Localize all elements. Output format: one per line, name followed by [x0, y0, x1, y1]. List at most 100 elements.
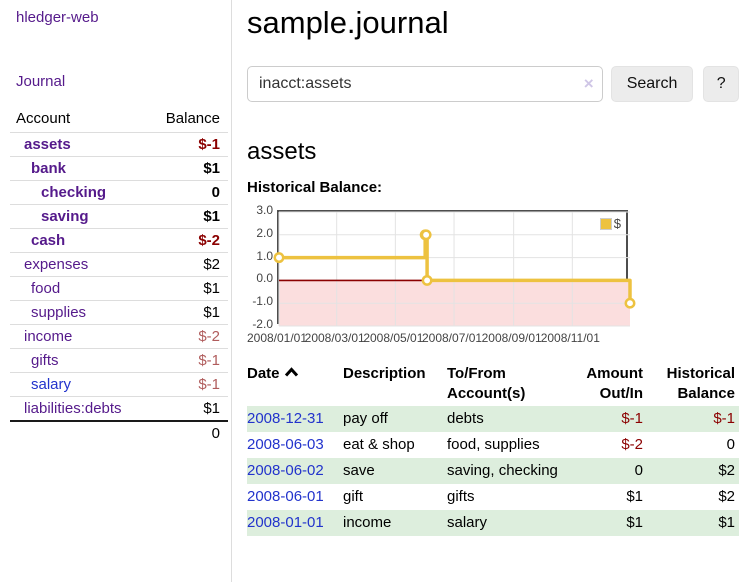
help-button[interactable]: ? — [703, 66, 739, 102]
account-row: supplies $1 — [10, 300, 228, 325]
register-row[interactable]: 2008-06-02 save saving, checking 0 $2 — [247, 458, 739, 484]
transaction-date-link[interactable]: 2008-06-03 — [247, 436, 324, 453]
transaction-balance: $2 — [718, 462, 735, 479]
register-table: Date Description To/From Account(s) Amount … — [247, 362, 739, 536]
transaction-accounts: salary — [447, 514, 488, 531]
transaction-accounts: saving, checking — [447, 462, 558, 479]
account-row: liabilities:debts $1 — [10, 396, 228, 421]
search-form: × Search ? — [247, 66, 739, 102]
transaction-amount: $-2 — [621, 436, 643, 453]
x-tick-label: 2008/05/01 — [363, 331, 424, 345]
account-link[interactable]: supplies — [31, 304, 87, 321]
account-row: bank $1 — [10, 156, 228, 181]
brand-link[interactable]: hledger-web — [16, 9, 99, 26]
account-row: assets $-1 — [10, 132, 228, 157]
legend-swatch-icon — [599, 217, 612, 230]
register-header[interactable]: Description — [343, 365, 426, 382]
transaction-description: income — [343, 514, 392, 531]
clear-search-icon[interactable]: × — [583, 74, 594, 93]
transaction-balance: 0 — [726, 436, 735, 453]
account-link[interactable]: expenses — [24, 256, 89, 273]
chart-title: Historical Balance: — [247, 179, 383, 196]
y-tick-label: 3.0 — [256, 203, 273, 217]
chart-plot-area: $ — [273, 210, 636, 327]
account-link[interactable]: liabilities:debts — [24, 400, 122, 417]
chart-legend: $ — [598, 216, 622, 231]
accounts-table: Account Balance assets $-1 bank $1 checking 0… — [10, 107, 228, 445]
x-tick-label: 2008/01/01 — [246, 331, 308, 345]
search-button[interactable]: Search — [610, 66, 694, 102]
account-balance: $1 — [145, 300, 228, 325]
transaction-amount: $-1 — [621, 410, 643, 427]
accounts-header-balance: Balance — [165, 110, 220, 127]
account-link[interactable]: bank — [31, 160, 67, 177]
y-tick-label: 0.0 — [256, 271, 273, 286]
register-row[interactable]: 2008-12-31 pay off debts $-1 $-1 — [247, 406, 739, 432]
transaction-amount: 0 — [634, 462, 643, 479]
register-header[interactable]: To/From Account(s) — [447, 365, 526, 402]
register-header[interactable]: Date — [247, 362, 343, 406]
accounts-total-row: 0 — [10, 420, 228, 445]
y-tick-label: -1.0 — [252, 294, 273, 309]
register-header[interactable]: Amount Out/In — [586, 365, 643, 402]
transaction-description: gift — [343, 488, 364, 505]
transaction-accounts: gifts — [447, 488, 475, 505]
account-balance: $-1 — [145, 372, 228, 397]
register-header[interactable]: Historical Balance — [666, 365, 735, 402]
register-row[interactable]: 2008-06-01 gift gifts $1 $2 — [247, 484, 739, 510]
accounts-header-account: Account — [16, 110, 71, 127]
register-row[interactable]: 2008-01-01 income salary $1 $1 — [247, 510, 739, 536]
transaction-balance: $-1 — [713, 410, 735, 427]
x-tick-label: 2008/11/01 — [540, 331, 600, 345]
x-tick-label: 2008/03/01 — [304, 331, 365, 345]
account-balance: $-1 — [145, 132, 228, 157]
transaction-accounts: debts — [447, 410, 484, 427]
page-title: sample.journal — [247, 5, 449, 40]
search-input[interactable] — [247, 66, 603, 102]
transaction-balance: $2 — [718, 488, 735, 505]
account-row: salary $-1 — [10, 372, 228, 397]
account-row: saving $1 — [10, 204, 228, 229]
account-link[interactable]: saving — [41, 208, 89, 225]
historical-balance-chart[interactable]: 3.0 2.0 1.0 0.0 -1.0 -2.0 $ 2008/01/01 2008/03… — [247, 203, 739, 345]
account-heading: assets — [247, 138, 317, 165]
y-tick-label: 1.0 — [256, 248, 273, 263]
transaction-amount: $1 — [626, 514, 643, 531]
account-link[interactable]: food — [31, 280, 61, 297]
account-row: gifts $-1 — [10, 348, 228, 373]
account-link[interactable]: checking — [41, 184, 107, 201]
account-balance: $1 — [145, 156, 228, 181]
sort-ascending-icon — [284, 367, 298, 377]
register-row[interactable]: 2008-06-03 eat & shop food, supplies $-2 0 — [247, 432, 739, 458]
sidebar: hledger-web Journal Account Balance asse… — [0, 0, 232, 582]
transaction-description: save — [343, 462, 375, 479]
account-balance: $-2 — [145, 228, 228, 253]
transaction-balance: $1 — [718, 514, 735, 531]
chart-canvas — [273, 211, 636, 327]
account-link[interactable]: income — [24, 328, 73, 345]
account-link[interactable]: salary — [31, 376, 72, 393]
transaction-date-link[interactable]: 2008-12-31 — [247, 410, 324, 427]
legend-label: $ — [613, 216, 621, 231]
account-balance: $2 — [145, 252, 228, 277]
y-tick-label: -2.0 — [252, 317, 273, 331]
account-link[interactable]: assets — [24, 136, 71, 153]
account-link[interactable]: gifts — [31, 352, 59, 369]
account-balance: $1 — [145, 276, 228, 301]
account-link[interactable]: cash — [31, 232, 66, 249]
account-row: cash $-2 — [10, 228, 228, 253]
transaction-date-link[interactable]: 2008-06-01 — [247, 488, 324, 505]
sidebar-item-journal[interactable]: Journal — [16, 73, 66, 90]
transaction-amount: $1 — [626, 488, 643, 505]
transaction-date-link[interactable]: 2008-06-02 — [247, 462, 324, 479]
account-row: expenses $2 — [10, 252, 228, 277]
transaction-date-link[interactable]: 2008-01-01 — [247, 514, 324, 531]
transaction-description: eat & shop — [343, 436, 415, 453]
x-tick-label: 2008/09/01 — [481, 331, 542, 345]
account-balance: $1 — [145, 204, 228, 229]
transaction-accounts: food, supplies — [447, 436, 540, 453]
x-tick-label: 2008/07/01 — [421, 331, 483, 345]
transaction-description: pay off — [343, 410, 388, 427]
account-balance: $1 — [145, 396, 228, 421]
y-tick-label: 2.0 — [256, 225, 273, 240]
